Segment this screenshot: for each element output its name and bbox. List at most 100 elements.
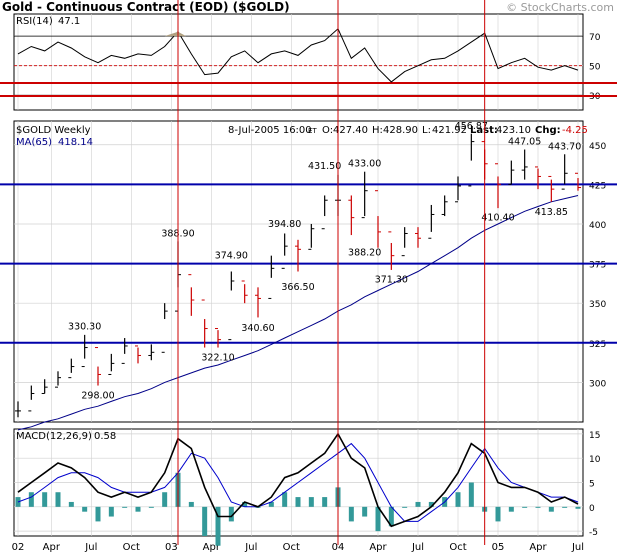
- macd-histogram-bar: [575, 506, 581, 509]
- ma-value: 418.14: [58, 137, 93, 148]
- macd-histogram-bar: [388, 506, 394, 527]
- chg-label: Chg:: [535, 125, 561, 136]
- macd-histogram-bar: [362, 506, 368, 517]
- macd-tick-label: 0: [589, 504, 595, 514]
- x-axis-label: Jul: [244, 542, 257, 553]
- price-tick-label: 425: [589, 181, 606, 191]
- price-annotation: 374.90: [215, 251, 248, 262]
- price-annotation: 443.70: [548, 142, 581, 153]
- price-annotation: 431.50: [308, 161, 341, 172]
- open-value: 427.40: [333, 125, 368, 136]
- macd-histogram-bar: [535, 506, 541, 508]
- macd-histogram-bar: [162, 492, 168, 507]
- x-axis-label: Jul: [411, 542, 424, 553]
- macd-tick-label: 15: [589, 431, 600, 441]
- macd-histogram-bar: [308, 497, 314, 507]
- macd-histogram-bar: [455, 492, 461, 507]
- price-tick-label: 375: [589, 261, 606, 271]
- macd-histogram-bar: [122, 506, 128, 508]
- macd-histogram-bar: [135, 506, 141, 512]
- rsi-tick-label: 30: [589, 92, 601, 102]
- x-axis-label: Oct: [283, 542, 300, 553]
- macd-histogram-bar: [548, 506, 554, 512]
- x-axis-label: 04: [332, 542, 345, 553]
- x-axis-label: Oct: [449, 542, 466, 553]
- x-axis-label: Apr: [43, 542, 61, 553]
- macd-histogram-bar: [215, 506, 221, 546]
- x-axis-label: Jul: [571, 542, 584, 553]
- x-axis-label: Apr: [369, 542, 387, 553]
- macd-histogram-bar: [282, 492, 288, 507]
- price-annotation: 388.20: [348, 248, 381, 259]
- macd-histogram-bar: [202, 506, 208, 536]
- macd-histogram-bar: [55, 492, 61, 507]
- macd-tick-label: -5: [589, 528, 598, 538]
- price-annotation: 330.30: [68, 321, 101, 332]
- price-annotation: 413.85: [535, 207, 568, 218]
- macd-tick-label: 5: [589, 480, 595, 490]
- macd-histogram-bar: [402, 506, 408, 508]
- price-tick-label: 325: [589, 340, 606, 350]
- x-axis-label: Apr: [203, 542, 221, 553]
- price-annotation: 322.10: [201, 352, 234, 363]
- ma-label: MA(65): [16, 137, 52, 148]
- price-series-label: $GOLD Weekly: [16, 125, 91, 136]
- last-value: 423.10: [496, 125, 531, 136]
- macd-histogram-bar: [415, 501, 421, 507]
- macd-histogram-bar: [268, 501, 274, 507]
- price-tick-label: 450: [589, 142, 606, 152]
- price-annotation: 371.30: [375, 274, 408, 285]
- high-label: H:: [372, 125, 383, 136]
- low-label: L:: [422, 125, 431, 136]
- macd-histogram-bar: [375, 506, 381, 532]
- quote-date: 8-Jul-2005 16:00: [228, 125, 312, 136]
- macd-value: 0.58: [94, 431, 116, 442]
- price-annotation: 433.00: [348, 159, 381, 170]
- macd-histogram-bar: [82, 506, 88, 512]
- x-axis-label: Oct: [123, 542, 140, 553]
- quote-date-suffix: ET: [308, 127, 317, 135]
- stockcharts-credit[interactable]: © StockCharts.com: [506, 1, 614, 14]
- price-annotation: 366.50: [281, 282, 314, 293]
- price-tick-label: 400: [589, 221, 606, 231]
- macd-label: MACD(12,26,9): [16, 431, 92, 442]
- x-axis-label: 03: [165, 542, 178, 553]
- macd-histogram-bar: [295, 497, 301, 507]
- macd-histogram-bar: [322, 497, 328, 507]
- macd-histogram-bar: [242, 501, 248, 507]
- macd-histogram-bar: [495, 506, 501, 522]
- rsi-tick-label: 50: [589, 63, 601, 73]
- macd-histogram-bar: [348, 506, 354, 522]
- price-annotation: 410.40: [481, 212, 514, 223]
- macd-histogram-bar: [148, 506, 154, 508]
- price-tick-label: 300: [589, 379, 606, 389]
- price-annotation: 394.80: [268, 219, 301, 230]
- rsi-overbought-fill: [164, 31, 186, 37]
- price-annotation: 298.00: [81, 391, 114, 402]
- last-label: Last:: [470, 125, 498, 136]
- macd-histogram-bar: [95, 506, 101, 522]
- macd-histogram-bar: [68, 501, 74, 507]
- macd-histogram-bar: [228, 506, 234, 522]
- macd-histogram-bar: [468, 482, 474, 507]
- macd-histogram-bar: [428, 501, 434, 507]
- price-annotation: 340.60: [241, 323, 274, 334]
- low-value: 421.92: [432, 125, 467, 136]
- macd-histogram-bar: [188, 501, 194, 507]
- macd-tick-label: 10: [589, 455, 601, 465]
- rsi-panel: [13, 13, 584, 111]
- chart-title: Gold - Continuous Contract (EOD) ($GOLD): [2, 0, 290, 14]
- open-label: O:: [322, 125, 333, 136]
- macd-histogram-bar: [522, 506, 528, 508]
- macd-histogram-bar: [108, 506, 114, 517]
- macd-histogram-bar: [42, 492, 48, 507]
- x-axis-label: Apr: [529, 542, 547, 553]
- macd-histogram-bar: [28, 492, 34, 507]
- macd-histogram-bar: [508, 506, 514, 512]
- high-value: 428.90: [383, 125, 418, 136]
- price-tick-label: 350: [589, 300, 606, 310]
- x-axis-label: 02: [12, 542, 25, 553]
- price-annotation: 456.87: [455, 121, 488, 132]
- rsi-label: RSI(14): [16, 16, 53, 27]
